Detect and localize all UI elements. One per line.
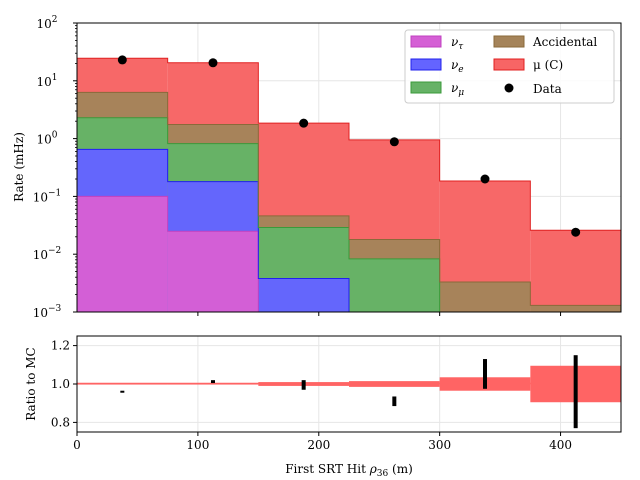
legend-swatch-nu-tau xyxy=(410,35,442,48)
ratio-y-tick-label: 1.2 xyxy=(51,339,70,353)
data-point xyxy=(299,118,309,128)
ratio-error-bar xyxy=(211,380,215,384)
legend-label-data: Data xyxy=(533,82,562,96)
x-axis-label: First SRT Hit ρ36 (m) xyxy=(285,462,413,479)
ratio-panel: 0.8 1.0 1.2 0 100 200 300 400 Ratio to MC Firs… xyxy=(24,335,622,479)
main-y-tick-label: 100 xyxy=(36,131,57,147)
hist-bar---1 xyxy=(167,231,259,312)
legend-label-nu-mu: νμ xyxy=(451,81,464,98)
ratio-error-bar xyxy=(483,359,487,389)
hist-bar--c--5 xyxy=(530,230,621,312)
ratio-x-tick-label: 100 xyxy=(186,438,209,452)
ratio-x-axis-ticks: 0 100 200 300 400 xyxy=(73,432,572,452)
ratio-x-tick-label: 200 xyxy=(307,438,330,452)
legend-swatch-accidental xyxy=(493,35,525,48)
main-x-axis-ticks xyxy=(197,312,562,316)
data-point xyxy=(117,55,127,65)
legend-swatch-mu-c xyxy=(493,58,525,71)
ratio-error-bar xyxy=(120,390,125,393)
data-points xyxy=(117,55,581,237)
ratio-y-axis-label: Ratio to MC xyxy=(24,347,38,421)
legend-label-mu-c: μ (C) xyxy=(533,58,563,72)
main-y-axis-ticks: 10−3 10−2 10−1 100 101 102 xyxy=(33,15,77,320)
legend-marker-data xyxy=(504,83,514,93)
ratio-x-tick-label: 0 xyxy=(73,438,81,452)
ratio-y-tick-label: 1.0 xyxy=(51,377,70,391)
main-y-tick-label: 102 xyxy=(36,15,57,31)
hist-edge-3 xyxy=(76,91,622,312)
ratio-y-tick-label: 0.8 xyxy=(51,415,70,429)
main-y-tick-label: 10−3 xyxy=(33,304,62,320)
hist-bar-accidental-4 xyxy=(439,282,531,312)
main-axes-frame xyxy=(76,22,622,313)
main-y-tick-label: 10−2 xyxy=(33,246,62,262)
hist-bar---3 xyxy=(349,258,440,312)
hist-bar-e-2 xyxy=(258,278,349,312)
main-y-tick-label: 101 xyxy=(36,73,57,89)
stacked-histogram xyxy=(77,58,621,313)
hist-bar---0 xyxy=(77,196,168,312)
legend: ντ νe νμ Accidental μ (C) Data xyxy=(404,29,615,104)
legend-label-nu-tau: ντ xyxy=(451,35,464,52)
ratio-error-bar xyxy=(392,396,397,407)
ratio-error-bar xyxy=(573,355,578,429)
data-point xyxy=(208,58,218,68)
ratio-error-bar xyxy=(301,380,306,390)
hist-edge-4 xyxy=(76,57,622,312)
main-rate-panel: 10−3 10−2 10−1 100 101 102 Rate (mHz) ντ νe ν… xyxy=(12,15,622,320)
data-point xyxy=(571,227,581,237)
legend-label-accidental: Accidental xyxy=(532,35,597,49)
main-y-axis-label: Rate (mHz) xyxy=(12,132,26,202)
ratio-x-tick-label: 400 xyxy=(549,438,572,452)
data-point xyxy=(480,174,490,184)
data-point xyxy=(389,137,399,147)
legend-label-nu-e: νe xyxy=(451,58,464,75)
ratio-x-tick-label: 300 xyxy=(428,438,451,452)
legend-swatch-nu-mu xyxy=(410,81,442,94)
main-y-tick-label: 10−1 xyxy=(33,188,62,204)
legend-swatch-nu-e xyxy=(410,58,442,71)
ratio-y-axis-ticks: 0.8 1.0 1.2 xyxy=(51,339,77,429)
hist-bar-accidental-5 xyxy=(530,305,621,312)
ratio-error-bars xyxy=(120,355,578,429)
